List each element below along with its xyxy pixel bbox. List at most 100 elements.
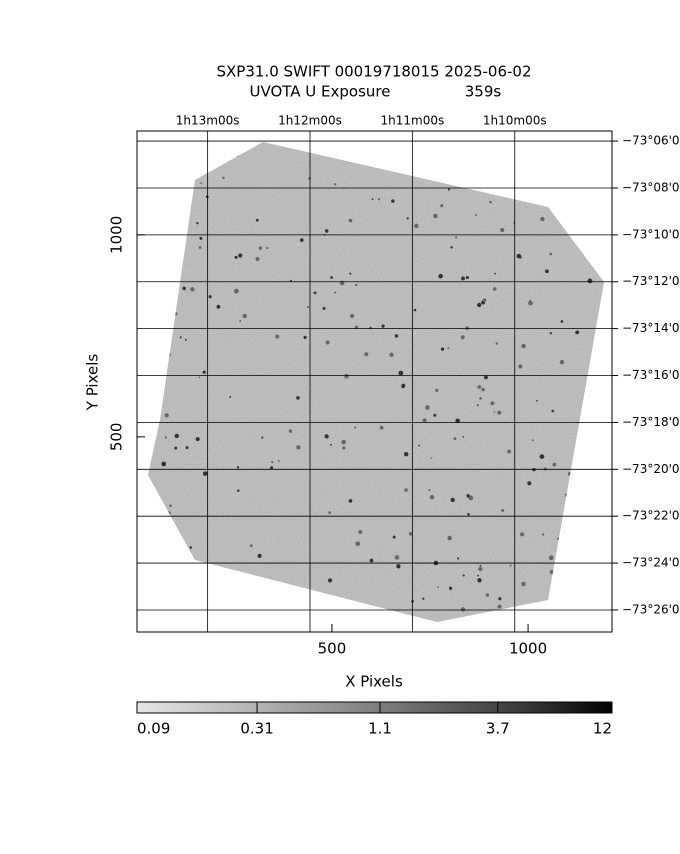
star bbox=[584, 150, 589, 155]
dec-tick-label: −73°14'0 bbox=[622, 321, 680, 335]
star bbox=[500, 227, 505, 233]
star bbox=[569, 143, 574, 148]
star bbox=[477, 385, 482, 389]
y-axis-label: Y Pixels bbox=[84, 354, 102, 412]
star bbox=[239, 319, 242, 323]
star bbox=[299, 238, 304, 242]
star bbox=[560, 320, 564, 323]
star bbox=[164, 436, 168, 439]
star bbox=[521, 343, 526, 349]
star bbox=[541, 533, 545, 536]
star bbox=[214, 164, 218, 168]
star bbox=[462, 574, 465, 577]
dec-tick-label: −73°20'0 bbox=[622, 462, 680, 476]
star bbox=[290, 279, 292, 282]
star bbox=[477, 574, 479, 577]
star bbox=[485, 593, 490, 597]
star bbox=[478, 566, 483, 572]
star bbox=[277, 460, 280, 462]
star bbox=[482, 298, 487, 303]
star bbox=[536, 400, 538, 402]
star bbox=[234, 152, 238, 156]
ra-tick-label: 1h12m00s bbox=[278, 114, 342, 128]
star bbox=[447, 347, 450, 350]
star bbox=[344, 373, 349, 379]
star bbox=[489, 200, 492, 204]
star bbox=[549, 332, 552, 335]
star bbox=[465, 326, 469, 330]
star bbox=[241, 602, 244, 605]
star bbox=[255, 218, 259, 222]
star bbox=[391, 199, 395, 203]
star bbox=[579, 478, 582, 481]
star bbox=[552, 462, 557, 467]
star bbox=[428, 488, 431, 492]
ra-tick-label: 1h11m00s bbox=[381, 114, 445, 128]
star bbox=[341, 439, 346, 445]
star bbox=[589, 212, 594, 217]
dec-tick-label: −73°06'0 bbox=[622, 134, 680, 148]
star bbox=[498, 597, 502, 601]
star bbox=[581, 157, 584, 160]
star bbox=[450, 497, 455, 503]
star bbox=[476, 403, 479, 407]
star bbox=[202, 370, 206, 374]
star bbox=[492, 287, 497, 291]
star bbox=[334, 291, 336, 294]
star bbox=[392, 535, 396, 539]
star bbox=[583, 166, 586, 169]
star bbox=[568, 147, 574, 153]
star bbox=[429, 494, 435, 500]
x-tick-label: 1000 bbox=[509, 640, 547, 658]
star bbox=[406, 217, 409, 220]
star bbox=[257, 553, 262, 559]
colorbar-tick-label: 0.31 bbox=[240, 720, 273, 738]
star bbox=[497, 604, 502, 609]
star bbox=[303, 335, 307, 339]
star bbox=[144, 202, 147, 205]
colorbar-tick-label: 3.7 bbox=[486, 720, 510, 738]
star bbox=[275, 334, 280, 339]
star bbox=[324, 434, 329, 439]
star bbox=[149, 537, 154, 543]
star bbox=[348, 218, 353, 223]
star bbox=[164, 413, 169, 418]
star bbox=[462, 435, 465, 438]
star bbox=[403, 451, 409, 457]
dec-tick-label: −73°12'0 bbox=[622, 274, 680, 288]
star bbox=[379, 425, 384, 430]
star bbox=[348, 499, 353, 503]
star bbox=[236, 466, 240, 469]
star bbox=[356, 616, 360, 620]
star bbox=[438, 273, 443, 279]
star bbox=[561, 165, 565, 169]
star bbox=[208, 295, 212, 299]
star bbox=[437, 586, 439, 589]
star bbox=[327, 578, 333, 583]
star bbox=[325, 340, 330, 345]
star bbox=[182, 286, 186, 291]
star bbox=[296, 445, 301, 450]
star bbox=[540, 216, 545, 222]
star bbox=[270, 466, 274, 470]
star bbox=[394, 555, 400, 560]
star bbox=[521, 581, 526, 587]
star bbox=[568, 530, 571, 533]
y-tick-label: 1000 bbox=[108, 216, 126, 254]
star bbox=[414, 223, 419, 229]
star bbox=[596, 369, 599, 373]
star bbox=[447, 535, 452, 541]
star bbox=[547, 194, 550, 198]
star bbox=[495, 342, 499, 345]
star bbox=[494, 272, 496, 275]
star bbox=[401, 383, 406, 388]
star bbox=[601, 244, 604, 249]
star bbox=[433, 413, 437, 417]
star bbox=[255, 257, 260, 261]
star bbox=[266, 246, 269, 250]
star bbox=[582, 174, 585, 177]
ra-tick-label: 1h10m00s bbox=[483, 114, 547, 128]
colorbar-tick-label: 0.09 bbox=[137, 720, 170, 738]
star bbox=[431, 145, 436, 150]
